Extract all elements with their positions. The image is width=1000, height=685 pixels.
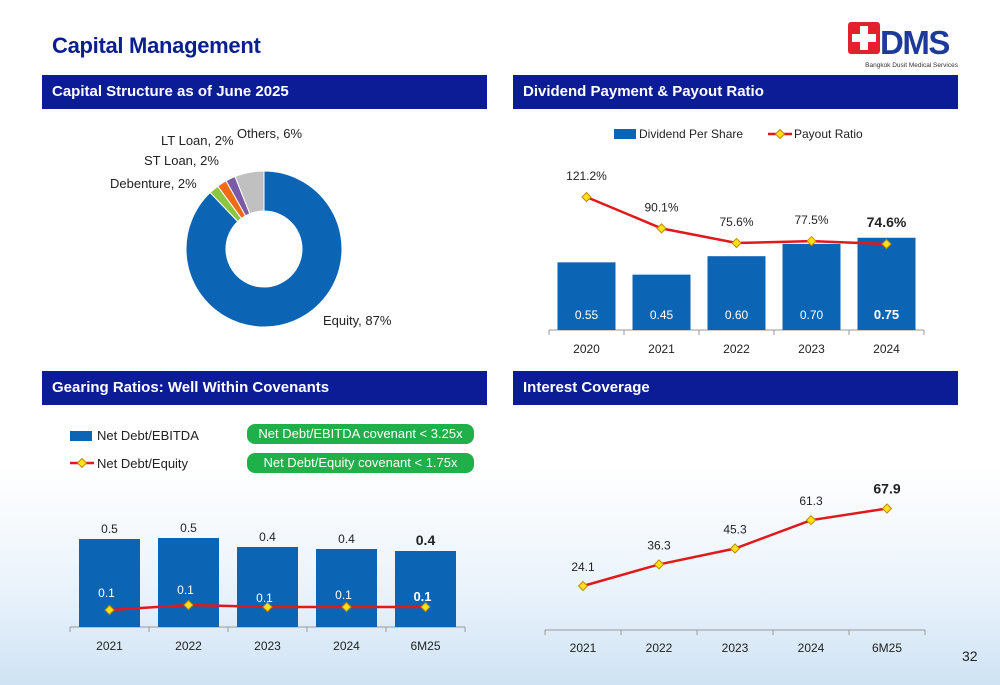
interest-label-2021: 24.1 bbox=[571, 560, 595, 574]
gearing-line-label-2024: 0.1 bbox=[335, 588, 352, 602]
page-number: 32 bbox=[962, 648, 978, 664]
bdms-logo: DMS Bangkok Dusit Medical Services bbox=[846, 16, 958, 69]
dividend-bar-label-2024: 0.75 bbox=[874, 307, 899, 322]
gearing-bar-label-2024: 0.4 bbox=[338, 532, 355, 546]
interest-marker-6M25 bbox=[881, 503, 893, 514]
gearing-marker-6M25 bbox=[420, 601, 431, 613]
pie-slice-4 bbox=[234, 170, 265, 215]
dividend-bar-label-2020: 0.55 bbox=[575, 308, 599, 322]
interest-marker-2021 bbox=[577, 580, 589, 592]
pie-label-0: Equity, 87% bbox=[323, 313, 392, 328]
pie-label-1: Debenture, 2% bbox=[110, 176, 197, 191]
legend-label-payout: Payout Ratio bbox=[794, 127, 863, 141]
interest-x-label-2022: 2022 bbox=[646, 641, 673, 655]
interest-x-label-2023: 2023 bbox=[722, 641, 749, 655]
dividend-bar-label-2022: 0.60 bbox=[725, 308, 749, 322]
legend-label-equity: Net Debt/Equity bbox=[97, 456, 189, 471]
payout-marker-2021 bbox=[656, 223, 667, 234]
gearing-bar-2023 bbox=[237, 547, 298, 627]
dividend-x-label-2020: 2020 bbox=[573, 342, 600, 356]
interest-x-label-6M25: 6M25 bbox=[872, 641, 902, 655]
legend-marker-payout bbox=[774, 128, 786, 140]
dividend-bar-2021 bbox=[632, 274, 691, 330]
gearing-x-label-2024: 2024 bbox=[333, 639, 360, 653]
gearing-bar-2022 bbox=[158, 538, 219, 627]
dividend-bar-2023 bbox=[782, 243, 841, 330]
payout-marker-2020 bbox=[581, 191, 592, 203]
gearing-marker-2023 bbox=[262, 601, 273, 613]
legend-swatch-ebitda bbox=[70, 431, 92, 441]
payout-label-2021: 90.1% bbox=[644, 200, 678, 214]
dividend-bar-2020 bbox=[557, 262, 616, 330]
interest-label-2022: 36.3 bbox=[647, 538, 671, 552]
gearing-marker-2022 bbox=[183, 599, 194, 611]
logo-caption: Bangkok Dusit Medical Services bbox=[865, 62, 958, 69]
dividend-bar-2022 bbox=[707, 256, 766, 330]
payout-marker-2022 bbox=[731, 237, 742, 249]
pie-slice-0 bbox=[185, 170, 343, 328]
interest-x-label-2024: 2024 bbox=[798, 641, 825, 655]
dividend-x-label-2022: 2022 bbox=[723, 342, 750, 356]
payout-label-2020: 121.2% bbox=[566, 169, 607, 183]
panel-header-capital-structure: Capital Structure as of June 2025 bbox=[42, 75, 487, 109]
gearing-line-label-2022: 0.1 bbox=[177, 583, 194, 597]
payout-label-2023: 77.5% bbox=[794, 213, 828, 227]
gearing-bar-6M25 bbox=[395, 551, 456, 627]
payout-label-2022: 75.6% bbox=[719, 215, 753, 229]
payout-marker-2024 bbox=[881, 238, 892, 250]
panel-header-dividend: Dividend Payment & Payout Ratio bbox=[513, 75, 958, 109]
legend-label-ebitda: Net Debt/EBITDA bbox=[97, 428, 199, 443]
payout-marker-2023 bbox=[806, 235, 817, 247]
gearing-bar-label-6M25: 0.4 bbox=[416, 532, 436, 548]
dividend-x-label-2021: 2021 bbox=[648, 342, 675, 356]
interest-label-2024: 61.3 bbox=[799, 494, 823, 508]
pie-label-2: ST Loan, 2% bbox=[144, 153, 219, 168]
bdms-logo-mark: DMS bbox=[848, 22, 951, 61]
gearing-line-label-2021: 0.1 bbox=[98, 586, 115, 600]
payout-label-2024: 74.6% bbox=[867, 214, 907, 230]
gearing-bar-label-2022: 0.5 bbox=[180, 521, 197, 535]
gearing-x-label-2022: 2022 bbox=[175, 639, 202, 653]
gearing-x-label-2021: 2021 bbox=[96, 639, 123, 653]
panel-header-gearing: Gearing Ratios: Well Within Covenants bbox=[42, 371, 487, 405]
interest-marker-2024 bbox=[805, 514, 817, 526]
panel-header-interest: Interest Coverage bbox=[513, 371, 958, 405]
gearing-x-label-2023: 2023 bbox=[254, 639, 281, 653]
interest-x-label-2021: 2021 bbox=[570, 641, 597, 655]
dividend-x-label-2024: 2024 bbox=[873, 342, 900, 356]
legend-swatch-dps bbox=[614, 129, 636, 139]
pie-label-4: Others, 6% bbox=[237, 126, 302, 141]
gearing-marker-2024 bbox=[341, 601, 352, 613]
gearing-bar-label-2023: 0.4 bbox=[259, 530, 276, 544]
interest-marker-2023 bbox=[729, 543, 741, 554]
legend-label-dps: Dividend Per Share bbox=[639, 127, 743, 141]
gearing-x-label-6M25: 6M25 bbox=[410, 639, 440, 653]
dividend-bar-label-2021: 0.45 bbox=[650, 308, 674, 322]
covenant-badge-equity: Net Debt/Equity covenant < 1.75x bbox=[247, 453, 474, 473]
gearing-bar-2024 bbox=[316, 549, 377, 627]
pie-label-3: LT Loan, 2% bbox=[161, 133, 234, 148]
dividend-x-label-2023: 2023 bbox=[798, 342, 825, 356]
gearing-bar-label-2021: 0.5 bbox=[101, 522, 118, 536]
interest-label-6M25: 67.9 bbox=[873, 481, 900, 497]
gearing-line-label-2023: 0.1 bbox=[256, 591, 273, 605]
interest-label-2023: 45.3 bbox=[723, 522, 747, 536]
svg-text:DMS: DMS bbox=[880, 24, 949, 61]
gearing-marker-2021 bbox=[104, 604, 115, 616]
dividend-bar-label-2023: 0.70 bbox=[800, 308, 824, 322]
legend-marker-equity bbox=[76, 457, 88, 469]
interest-marker-2022 bbox=[653, 559, 665, 570]
covenant-badge-ebitda: Net Debt/EBITDA covenant < 3.25x bbox=[247, 424, 474, 444]
dividend-bar-2024 bbox=[857, 237, 916, 330]
slide-title: Capital Management bbox=[52, 33, 261, 58]
gearing-line-label-6M25: 0.1 bbox=[413, 589, 431, 604]
